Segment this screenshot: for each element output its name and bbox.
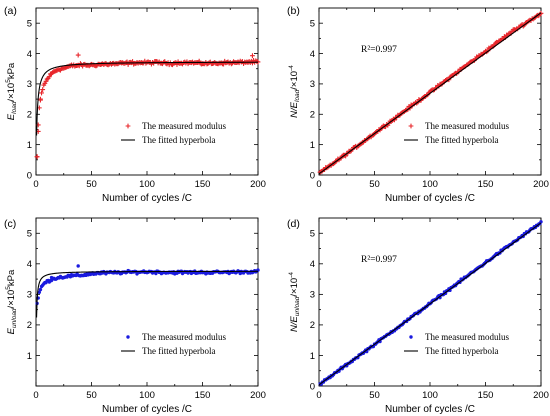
data-point	[39, 90, 44, 96]
y-tick-label: 0	[27, 170, 32, 181]
y-axis-title: N/Eload/×10-4	[288, 65, 301, 118]
data-point	[37, 290, 42, 294]
data-point	[409, 335, 413, 339]
fitted-curve	[36, 270, 258, 318]
legend-label: The fitted hyperbola	[142, 135, 215, 145]
legend-label: The measured modulus	[142, 332, 226, 342]
y-tick-label: 1	[310, 351, 315, 362]
x-axis-title: Number of cycles /C	[385, 404, 475, 415]
data-point	[34, 154, 40, 160]
y-tick-label: 1	[27, 351, 32, 362]
data-point	[250, 60, 255, 66]
y-tick-label: 5	[27, 18, 32, 29]
x-tick-label: 50	[86, 390, 97, 401]
x-axis-title: Number of cycles /C	[385, 193, 475, 204]
plot-frame	[35, 217, 259, 387]
y-tick-label: 0	[310, 381, 315, 392]
legend-label: The measured modulus	[142, 121, 226, 131]
y-tick-label: 5	[310, 18, 315, 29]
x-tick-label: 0	[316, 390, 321, 401]
y-tick-label: 2	[27, 110, 32, 121]
panel-d: (d) 0 50 100 150 200 0 1 2 3 4 5 Number of cycles /C…	[287, 217, 549, 415]
legend-label: The measured modulus	[425, 332, 509, 342]
x-tick-label: 200	[533, 390, 549, 401]
y-tick-label: 4	[27, 49, 32, 60]
panel-label: (c)	[4, 218, 16, 230]
y-tick-label: 4	[310, 49, 315, 60]
y-tick-label: 5	[27, 229, 32, 240]
fitted-curve	[36, 61, 258, 136]
legend-label: The fitted hyperbola	[142, 346, 215, 356]
x-tick-label: 150	[195, 390, 211, 401]
x-tick-label: 100	[422, 179, 438, 190]
legend-label: The fitted hyperbola	[425, 346, 498, 356]
y-tick-label: 1	[27, 140, 32, 151]
plot-frame	[35, 7, 259, 176]
legend: The measured modulus The fitted hyperbola	[404, 121, 509, 145]
fitted-curve	[318, 222, 542, 386]
y-tick-label: 3	[27, 290, 32, 301]
data-point	[250, 53, 255, 59]
x-tick-label: 150	[478, 179, 494, 190]
panel-label: (a)	[4, 5, 17, 17]
data-point	[75, 52, 81, 58]
y-tick-label: 2	[310, 110, 315, 121]
data-point	[46, 74, 52, 80]
data-point	[539, 220, 543, 224]
r-squared-annotation: R²=0.997	[361, 45, 397, 55]
y-tick-label: 4	[310, 259, 315, 270]
y-tick-label: 4	[27, 259, 32, 270]
panel-a: (a) 0 50 100 150 200 0 1 2 3 4 5 Number of cycles /C…	[4, 5, 266, 204]
measured-points	[35, 264, 260, 306]
x-tick-label: 150	[478, 390, 494, 401]
x-tick-label: 200	[533, 179, 549, 190]
data-point	[126, 335, 130, 339]
fitted-curve	[318, 12, 542, 175]
x-tick-label: 200	[250, 179, 266, 190]
panel-label: (b)	[287, 5, 300, 17]
x-tick-label: 50	[369, 390, 380, 401]
legend-label: The fitted hyperbola	[425, 135, 498, 145]
y-tick-label: 2	[310, 320, 315, 331]
panel-label: (d)	[287, 218, 300, 230]
legend: The measured modulus The fitted hyperbola	[121, 332, 226, 356]
data-point	[76, 264, 80, 268]
legend: The measured modulus The fitted hyperbola	[404, 332, 509, 356]
r-squared-annotation: R²=0.997	[361, 255, 397, 265]
y-tick-label: 0	[310, 170, 315, 181]
x-tick-label: 50	[369, 179, 380, 190]
x-tick-label: 150	[195, 179, 211, 190]
x-axis-title: Number of cycles /C	[102, 193, 192, 204]
data-point	[49, 275, 54, 280]
y-tick-label: 5	[310, 229, 315, 240]
y-tick-label: 1	[310, 140, 315, 151]
panel-c: (c) 0 50 100 150 200 1 2 3 4 5 Number of cycles /C E…	[4, 217, 266, 415]
y-axis-title: Eload/×105kPa	[5, 62, 18, 120]
legend: The measured modulus The fitted hyperbola	[121, 121, 226, 145]
y-axis-title: Eunload/×105kPa	[5, 269, 18, 334]
data-point	[125, 123, 131, 129]
x-tick-label: 100	[139, 179, 155, 190]
y-axis-title: N/Eunload/×10-4	[288, 272, 301, 332]
x-tick-label: 200	[250, 390, 266, 401]
y-tick-label: 3	[310, 79, 315, 90]
x-tick-label: 50	[86, 179, 97, 190]
x-tick-label: 100	[422, 390, 438, 401]
x-tick-label: 0	[316, 179, 321, 190]
data-point	[38, 287, 43, 292]
x-tick-label: 0	[33, 179, 38, 190]
x-axis-title: Number of cycles /C	[102, 404, 192, 415]
y-tick-label: 2	[27, 320, 32, 331]
x-tick-label: 0	[33, 390, 38, 401]
data-point	[40, 87, 46, 92]
panel-b: (b) 0 50 100 150 200 0 1 2 3 4 5 Number of cycles /C…	[287, 5, 549, 204]
x-tick-label: 100	[139, 390, 155, 401]
data-point	[38, 96, 43, 102]
y-tick-label: 3	[310, 290, 315, 301]
legend-label: The measured modulus	[425, 121, 509, 131]
data-point	[408, 123, 414, 129]
y-tick-label: 3	[27, 79, 32, 90]
